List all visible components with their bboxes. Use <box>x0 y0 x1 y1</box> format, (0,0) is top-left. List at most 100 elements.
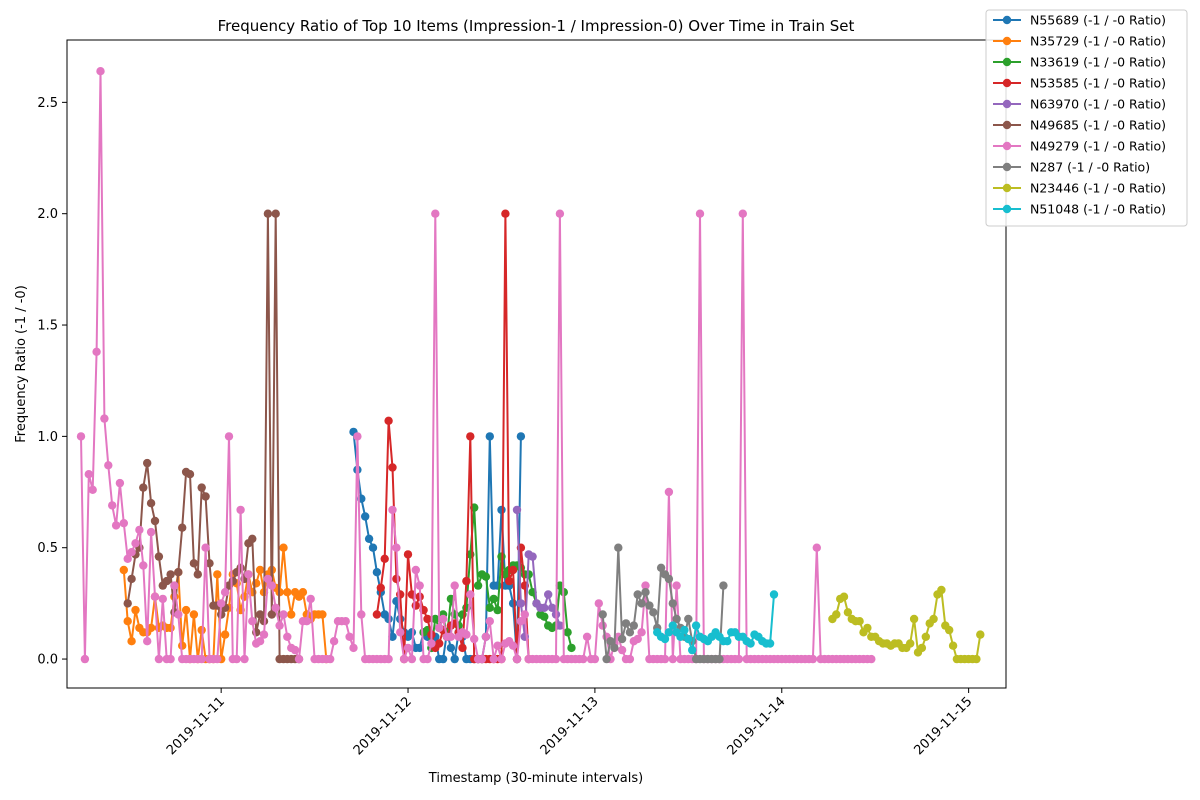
data-point <box>135 525 144 535</box>
data-point <box>189 559 199 568</box>
data-point <box>127 637 136 646</box>
data-point <box>423 614 432 624</box>
legend-entry: N287 (-1 / -0 Ratio) <box>993 160 1150 175</box>
data-point <box>158 594 167 604</box>
data-point <box>641 581 650 590</box>
data-point <box>516 599 526 608</box>
data-point <box>668 621 677 630</box>
data-point <box>415 643 424 653</box>
data-point <box>719 581 728 590</box>
data-point <box>201 492 210 501</box>
data-point <box>723 637 732 646</box>
legend: N55689 (-1 / -0 Ratio) N35729 (-1 / -0 Ra… <box>985 9 1188 227</box>
legend-marker <box>1002 162 1012 172</box>
data-point <box>563 628 572 637</box>
data-point <box>423 654 432 664</box>
y-tick-label: 0.0 <box>37 653 58 668</box>
data-point <box>516 617 526 626</box>
data-point <box>508 599 518 608</box>
data-point <box>435 639 444 648</box>
data-point <box>240 654 249 664</box>
data-point <box>551 654 561 664</box>
data-point <box>921 632 930 641</box>
data-point <box>438 654 448 664</box>
series-layer <box>76 67 985 664</box>
data-point <box>263 574 273 584</box>
data-point <box>629 621 638 630</box>
data-point <box>283 632 292 641</box>
data-point <box>396 590 405 599</box>
data-point <box>680 625 689 635</box>
data-point <box>123 617 132 626</box>
data-point <box>403 643 413 653</box>
data-point <box>676 632 685 641</box>
data-point <box>244 570 253 579</box>
data-point <box>485 603 494 612</box>
data-point <box>937 585 946 595</box>
data-point <box>411 601 420 610</box>
legend-marker <box>1002 78 1012 88</box>
plot-frame <box>66 39 1007 689</box>
data-point <box>255 610 265 619</box>
data-point <box>80 654 90 664</box>
data-point <box>298 588 308 597</box>
data-point <box>633 590 642 599</box>
data-point <box>637 599 646 608</box>
data-point <box>392 543 401 552</box>
data-point <box>407 628 417 637</box>
data-point <box>590 654 600 664</box>
data-point <box>602 654 611 664</box>
data-point <box>372 568 382 577</box>
y-tick-label: 1.0 <box>37 430 58 445</box>
data-point <box>695 209 705 218</box>
data-point <box>466 590 475 599</box>
data-point <box>368 543 378 552</box>
data-point <box>111 521 121 530</box>
data-point <box>544 590 553 599</box>
data-point <box>691 621 701 630</box>
legend-label: N49685 (-1 / -0 Ratio) <box>1030 118 1166 133</box>
data-point <box>345 632 354 641</box>
data-point <box>516 432 526 441</box>
data-point <box>582 632 592 641</box>
data-point <box>645 601 654 610</box>
data-point <box>435 623 444 633</box>
data-point <box>594 599 603 608</box>
data-point <box>388 632 397 641</box>
data-point <box>84 470 94 479</box>
legend-marker <box>1002 99 1012 109</box>
data-point <box>738 209 747 218</box>
data-point <box>505 576 514 586</box>
data-point <box>508 641 518 650</box>
data-point <box>477 654 487 664</box>
data-point <box>248 617 257 626</box>
data-point <box>96 67 105 76</box>
data-point <box>765 639 775 648</box>
data-point <box>403 550 413 559</box>
data-point <box>380 554 389 563</box>
data-point <box>614 543 623 552</box>
data-point <box>123 599 132 608</box>
data-point <box>684 614 693 624</box>
legend-entry: N35729 (-1 / -0 Ratio) <box>993 34 1166 49</box>
legend-label: N287 (-1 / -0 Ratio) <box>1030 160 1150 175</box>
data-point <box>197 654 206 664</box>
data-point <box>119 519 128 528</box>
data-point <box>493 641 502 650</box>
series-9 <box>653 590 779 655</box>
data-point <box>489 654 498 664</box>
data-point <box>143 458 152 468</box>
legend-label: N33619 (-1 / -0 Ratio) <box>1030 55 1166 70</box>
data-point <box>267 581 276 590</box>
data-point <box>399 654 409 664</box>
data-point <box>473 581 483 590</box>
data-point <box>481 632 491 641</box>
data-point <box>450 654 459 664</box>
data-point <box>512 654 522 664</box>
data-point <box>384 416 393 425</box>
data-point <box>715 654 724 664</box>
data-point <box>232 654 241 664</box>
data-point <box>843 608 853 617</box>
data-point <box>917 643 927 653</box>
data-point <box>540 603 549 612</box>
